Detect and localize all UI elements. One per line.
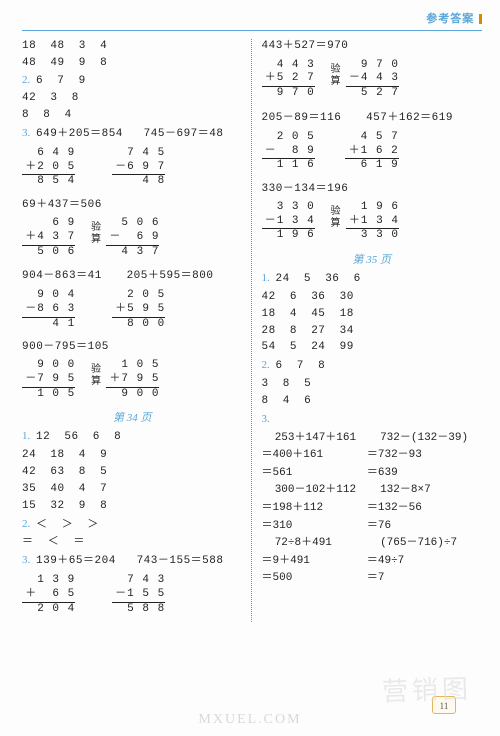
vertical-calc: 2 0 5 ＋5 9 5 8 0 0 — [112, 289, 165, 331]
text-row: 42 63 8 5 — [22, 465, 243, 480]
question-num: 2. — [262, 358, 276, 373]
question-num: 1. — [262, 271, 276, 286]
right-column: 443＋527＝970 4 4 3 ＋5 2 7 9 7 0 验算 9 7 0 … — [252, 39, 483, 622]
page-marker: 第 34 页 — [22, 411, 243, 426]
equation: 69＋437＝506 — [22, 198, 243, 213]
vertical-calc: 7 4 5 －6 9 7 4 8 — [112, 147, 165, 189]
text-row: 18 4 45 18 — [262, 307, 483, 322]
page-header: 参考答案 — [22, 12, 482, 31]
header-title: 参考答案 — [426, 13, 474, 25]
question-num: 2. — [22, 73, 36, 88]
text-row: 8 4 6 — [262, 394, 483, 409]
text-row: ＜ ＞ ＞ — [36, 519, 99, 531]
equation: 649＋205＝854 — [36, 128, 123, 140]
text-row: 24 5 36 6 — [276, 273, 361, 285]
question-num: 3. — [22, 126, 36, 141]
vertical-calc: 2 0 5 － 8 9 1 1 6 — [262, 131, 315, 173]
verify-label: 验算 — [326, 63, 340, 87]
text-row: ＝ ＜ ＝ — [22, 535, 243, 550]
verify-label: 验算 — [87, 221, 101, 245]
left-column: 18 48 3 4 48 49 9 8 2.6 7 9 42 3 8 8 8 4… — [22, 39, 252, 622]
vertical-calc: 9 0 4 －8 6 3 4 1 — [22, 289, 75, 331]
vertical-calc: 7 4 3 －1 5 5 5 8 8 — [112, 574, 165, 616]
verify-label: 验算 — [87, 363, 101, 387]
equation: 330－134＝196 — [262, 182, 483, 197]
equation: 457＋162＝619 — [366, 112, 453, 124]
equation: 743－155＝588 — [137, 555, 224, 567]
page-marker: 第 35 页 — [262, 253, 483, 268]
watermark-icon: 营销图 — [381, 671, 472, 709]
equation: 205＋595＝800 — [127, 270, 214, 282]
watermark-url: MXUEL.COM — [198, 711, 301, 730]
vertical-calc: 4 5 7 ＋1 6 2 6 1 9 — [345, 131, 398, 173]
vertical-calc: 9 0 0 －7 9 5 1 0 5 — [22, 359, 75, 401]
text-row: 8 8 4 — [22, 108, 243, 123]
equation: 900－795＝105 — [22, 340, 243, 355]
question-num: 1. — [22, 429, 36, 444]
text-row: 18 48 3 4 — [22, 39, 243, 54]
vertical-calc: 4 4 3 ＋5 2 7 9 7 0 — [262, 59, 315, 101]
header-bar-icon — [479, 14, 482, 24]
text-row: 48 49 9 8 — [22, 56, 243, 71]
question-num: 3. — [262, 413, 270, 425]
text-row: 6 7 8 — [276, 360, 326, 372]
text-row: 6 7 9 — [36, 75, 86, 87]
vertical-calc: 1 0 5 ＋7 9 5 9 0 0 — [106, 359, 159, 401]
equation: 443＋527＝970 — [262, 39, 483, 54]
text-row: 12 56 6 8 — [36, 431, 121, 443]
vertical-calc: 5 0 6 － 6 9 4 3 7 — [106, 217, 159, 259]
content-columns: 18 48 3 4 48 49 9 8 2.6 7 9 42 3 8 8 8 4… — [22, 39, 482, 622]
footer-page-badge: 11 — [432, 696, 456, 714]
verify-label: 验算 — [326, 205, 340, 229]
text-row: 15 32 9 8 — [22, 499, 243, 514]
vertical-calc: 9 7 0 －4 4 3 5 2 7 — [346, 59, 399, 101]
vertical-calc: 6 4 9 ＋2 0 5 8 5 4 — [22, 147, 75, 189]
equation-block: 732－(132－39) ＝732－93 ＝639 132－8×7 ＝132－5… — [367, 430, 468, 588]
text-row: 42 6 36 30 — [262, 290, 483, 305]
question-num: 3. — [22, 553, 36, 568]
text-row: 24 18 4 9 — [22, 448, 243, 463]
question-num: 2. — [22, 517, 36, 532]
vertical-calc: 6 9 ＋4 3 7 5 0 6 — [22, 217, 75, 259]
vertical-calc: 3 3 0 －1 3 4 1 9 6 — [262, 201, 315, 243]
text-row: 54 5 24 99 — [262, 340, 483, 355]
text-row: 35 40 4 7 — [22, 482, 243, 497]
equation: 139＋65＝204 — [36, 555, 116, 567]
equation: 745－697＝48 — [144, 128, 224, 140]
text-row: 42 3 8 — [22, 91, 243, 106]
equation-block: 253＋147＋161 ＝400＋161 ＝561 300－102＋112 ＝1… — [262, 430, 357, 588]
vertical-calc: 1 9 6 ＋1 3 4 3 3 0 — [346, 201, 399, 243]
vertical-calc: 1 3 9 ＋ 6 5 2 0 4 — [22, 574, 75, 616]
equation: 904－863＝41 — [22, 270, 102, 282]
text-row: 3 8 5 — [262, 377, 483, 392]
equation: 205－89＝116 — [262, 112, 342, 124]
text-row: 28 8 27 34 — [262, 324, 483, 339]
